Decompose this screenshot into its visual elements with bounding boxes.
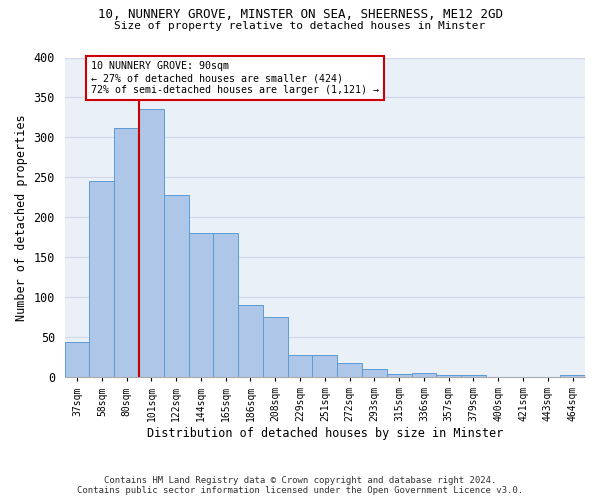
X-axis label: Distribution of detached houses by size in Minster: Distribution of detached houses by size … bbox=[147, 427, 503, 440]
Text: 10 NUNNERY GROVE: 90sqm
← 27% of detached houses are smaller (424)
72% of semi-d: 10 NUNNERY GROVE: 90sqm ← 27% of detache… bbox=[91, 62, 379, 94]
Bar bbox=[362, 369, 387, 377]
Bar bbox=[89, 182, 114, 377]
Bar bbox=[461, 375, 486, 377]
Bar bbox=[412, 373, 436, 377]
Bar bbox=[560, 375, 585, 377]
Bar bbox=[214, 234, 238, 377]
Bar bbox=[263, 317, 287, 377]
Bar bbox=[436, 375, 461, 377]
Bar bbox=[65, 342, 89, 377]
Bar bbox=[387, 374, 412, 377]
Bar bbox=[313, 355, 337, 377]
Bar bbox=[114, 128, 139, 377]
Bar bbox=[238, 305, 263, 377]
Text: 10, NUNNERY GROVE, MINSTER ON SEA, SHEERNESS, ME12 2GD: 10, NUNNERY GROVE, MINSTER ON SEA, SHEER… bbox=[97, 8, 503, 20]
Y-axis label: Number of detached properties: Number of detached properties bbox=[15, 114, 28, 320]
Bar bbox=[287, 355, 313, 377]
Bar bbox=[139, 110, 164, 377]
Text: Size of property relative to detached houses in Minster: Size of property relative to detached ho… bbox=[115, 21, 485, 31]
Bar bbox=[337, 363, 362, 377]
Bar bbox=[164, 195, 188, 377]
Bar bbox=[188, 234, 214, 377]
Text: Contains HM Land Registry data © Crown copyright and database right 2024.
Contai: Contains HM Land Registry data © Crown c… bbox=[77, 476, 523, 495]
